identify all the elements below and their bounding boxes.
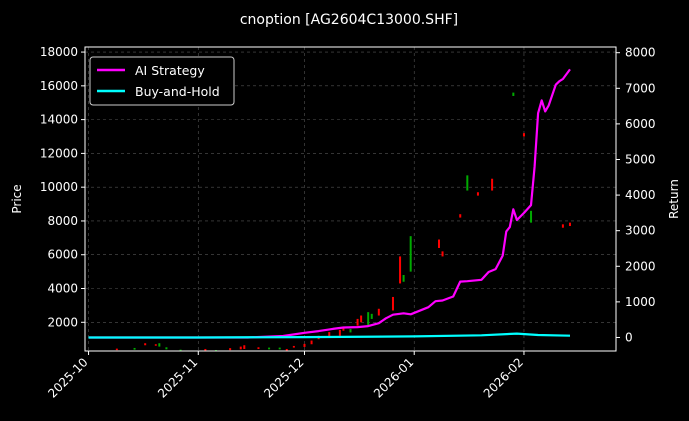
candle [115,348,118,351]
candle [409,236,412,272]
right-tick-label: 2000 [625,259,656,273]
candle [459,214,462,218]
candle [561,224,564,228]
right-tick-label: 0 [625,330,633,344]
candle [144,343,147,346]
candle [278,347,281,350]
series-lines [88,68,571,339]
candle [370,313,373,319]
right-tick-label: 1000 [625,295,656,309]
right-tick-label: 5000 [625,152,656,166]
right-tick-label: 3000 [625,224,656,238]
candle [391,296,394,311]
candle [476,192,479,196]
left-tick-label: 10000 [40,180,78,194]
candle [257,347,260,349]
candle [229,348,232,351]
candle [292,345,295,348]
candle [268,347,271,350]
candle [349,329,352,333]
right-tick-label: 8000 [625,46,656,60]
left-tick-label: 4000 [47,282,78,296]
left-tick-label: 2000 [47,315,78,329]
legend-box [89,56,235,106]
candle [239,346,242,350]
candle [133,347,136,350]
candle [522,133,525,137]
left-tick-label: 14000 [40,113,78,127]
candle [158,343,161,347]
candle [165,347,168,350]
legend-label-buy-hold: Buy-and-Hold [135,84,220,99]
candle [377,308,380,316]
plot-frame [84,46,617,352]
candle [568,222,571,227]
right-tick-label: 6000 [625,117,656,131]
right-tick-label: 4000 [625,188,656,202]
candle [402,275,405,282]
left-tick-label: 16000 [40,79,78,93]
candle [438,239,440,248]
candle [360,315,363,323]
candle [303,343,306,347]
candle [491,178,494,191]
chart-title: cnoption [AG2604C13000.SHF] [240,12,458,28]
legend-label-ai-strategy: AI Strategy [135,63,205,78]
candle [243,345,246,349]
candle [285,348,288,351]
candle [466,175,469,191]
candle [512,92,515,96]
line-buy-hold [88,332,571,339]
candle [530,210,533,223]
candle [338,329,341,336]
candle [342,326,345,331]
legend: AI Strategy Buy-and-Hold [89,56,235,106]
left-tick-label: 6000 [47,248,78,262]
candle [310,340,313,345]
right-axis-title: Return [667,179,681,219]
left-tick-label: 18000 [40,45,78,59]
candle [328,332,331,338]
candle [179,349,182,352]
left-tick-label: 8000 [47,214,78,228]
candle [367,312,370,326]
candle [399,256,402,284]
candle [356,318,359,326]
line-ai-strategy [88,68,571,339]
candle [441,251,444,257]
left-axis-title: Price [10,184,24,213]
left-tick-label: 12000 [40,146,78,160]
right-tick-label: 7000 [625,81,656,95]
candle [154,344,157,346]
grid [85,47,616,351]
candle [204,348,207,351]
